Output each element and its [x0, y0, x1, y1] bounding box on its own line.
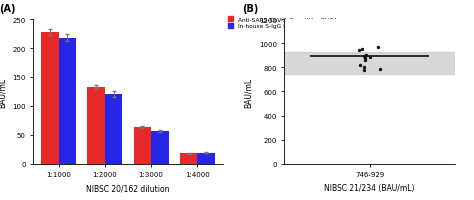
Point: [361, 59, 369, 62]
Point: [358, 48, 366, 51]
Y-axis label: BAU/mL: BAU/mL: [0, 77, 7, 107]
X-axis label: NIBSC 21/234 (BAU/mL): NIBSC 21/234 (BAU/mL): [325, 183, 415, 192]
Bar: [180, 154, 197, 164]
Point: [360, 66, 367, 69]
Point: [374, 47, 382, 50]
Bar: [59, 38, 76, 164]
Bar: [151, 131, 169, 164]
Point: [361, 57, 369, 61]
Bar: [134, 127, 151, 164]
Bar: [105, 95, 122, 164]
X-axis label: NIBSC 20/162 dilution: NIBSC 20/162 dilution: [86, 183, 170, 192]
Bar: [41, 33, 59, 164]
Point: [367, 56, 374, 59]
Text: (B): (B): [242, 4, 258, 14]
Point: [361, 55, 368, 58]
Bar: [197, 153, 215, 164]
Point: [363, 54, 370, 58]
Bar: [284, 53, 455, 74]
Y-axis label: BAU/mL: BAU/mL: [244, 77, 253, 107]
Point: [376, 68, 383, 71]
Legend: Anti-SARS-CoV-2-QuantiVac ELISA, In-house S-IgG ELISA: Anti-SARS-CoV-2-QuantiVac ELISA, In-hous…: [228, 17, 337, 29]
Point: [356, 49, 363, 52]
Point: [360, 69, 368, 73]
Point: [356, 64, 364, 67]
Bar: [87, 87, 105, 164]
Text: (A): (A): [0, 4, 16, 14]
